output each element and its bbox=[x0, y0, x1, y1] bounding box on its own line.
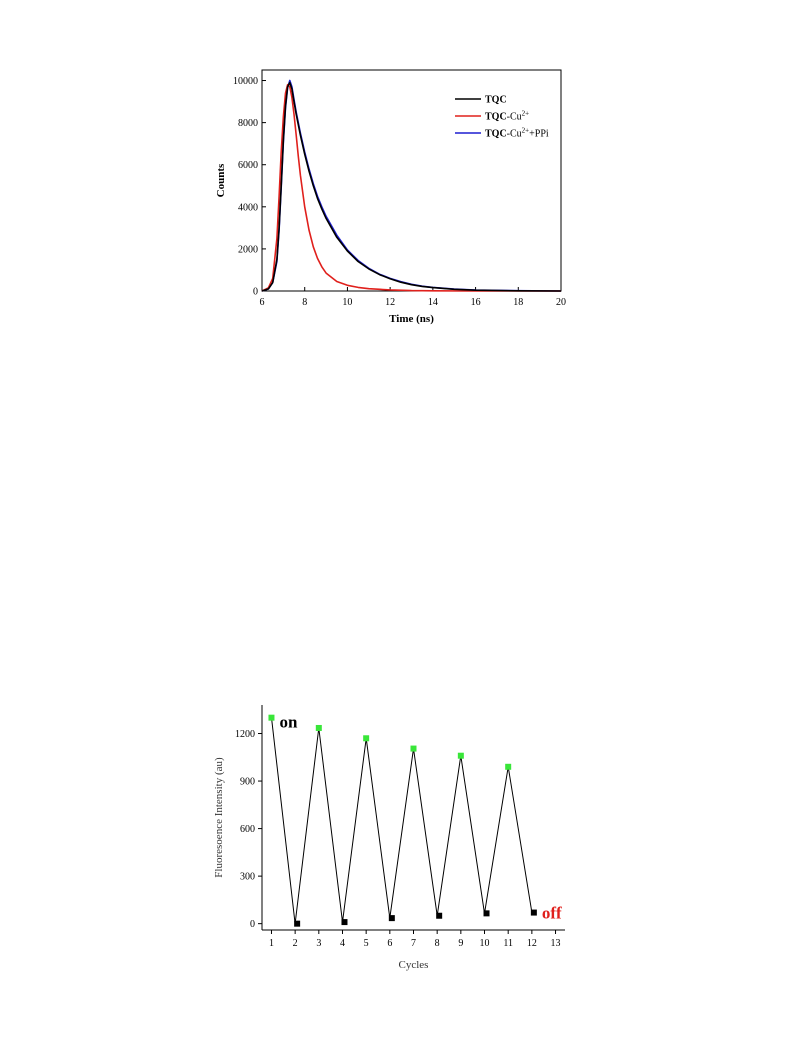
off-point bbox=[483, 910, 490, 917]
on-label: on bbox=[279, 713, 298, 732]
x-tick-label: 6 bbox=[260, 297, 265, 308]
x-tick-label: 2 bbox=[293, 938, 298, 949]
off-point bbox=[388, 915, 395, 922]
x-tick-label: 16 bbox=[471, 297, 481, 308]
x-axis-title: Time (ns) bbox=[389, 313, 434, 325]
off-label: off bbox=[542, 904, 562, 923]
x-tick-label: 18 bbox=[513, 297, 523, 308]
off-point bbox=[294, 920, 301, 927]
legend-entry-tail: +PPi bbox=[529, 129, 549, 140]
y-tick-label: 8000 bbox=[238, 118, 258, 129]
x-tick-label: 20 bbox=[556, 297, 566, 308]
on-point bbox=[268, 714, 275, 721]
y-tick-label: 900 bbox=[240, 777, 255, 788]
y-tick-label: 0 bbox=[250, 919, 255, 930]
y-tick-label: 600 bbox=[240, 824, 255, 835]
on-point bbox=[410, 745, 417, 752]
y-axis-title: Fluoresoence Intensity (au) bbox=[213, 757, 225, 878]
plot-frame bbox=[261, 69, 562, 292]
x-axis-title: Cycles bbox=[399, 959, 429, 971]
legend-entry-rest: -Cu bbox=[507, 129, 522, 140]
x-tick-label: 8 bbox=[302, 297, 307, 308]
x-tick-label: 12 bbox=[385, 297, 395, 308]
x-tick-label: 10 bbox=[342, 297, 352, 308]
y-tick-label: 10000 bbox=[233, 76, 258, 87]
on-point bbox=[505, 763, 512, 770]
x-tick-label: 11 bbox=[503, 938, 513, 949]
on-point bbox=[363, 735, 370, 742]
x-tick-label: 10 bbox=[480, 938, 490, 949]
legend-entry: TQC bbox=[485, 95, 507, 106]
legend-entry: TQC-Cu2+ bbox=[485, 110, 529, 123]
legend-entry-sup: 2+ bbox=[522, 127, 530, 135]
x-tick-label: 1 bbox=[269, 938, 274, 949]
legend-entry-bold: TQC bbox=[485, 129, 507, 140]
y-tick-label: 0 bbox=[253, 287, 258, 298]
y-tick-label: 4000 bbox=[238, 202, 258, 213]
on-point bbox=[457, 752, 464, 759]
legend-entry-bold: TQC bbox=[485, 95, 507, 106]
x-tick-label: 5 bbox=[364, 938, 369, 949]
x-tick-label: 9 bbox=[458, 938, 463, 949]
x-tick-label: 7 bbox=[411, 938, 416, 949]
legend-entry-bold: TQC bbox=[485, 112, 507, 123]
legend-entry: TQC-Cu2++PPi bbox=[485, 127, 549, 140]
x-tick-label: 4 bbox=[340, 938, 345, 949]
off-point bbox=[436, 912, 443, 919]
x-tick-label: 6 bbox=[387, 938, 392, 949]
decay-chart: 6 8 10 12 14 16 18 20 0 2000 4000 6000 8000 10000 Time… bbox=[215, 69, 566, 325]
off-point bbox=[530, 909, 537, 916]
cycle-line bbox=[271, 717, 533, 924]
y-tick-label: 1200 bbox=[235, 729, 255, 740]
y-tick-label: 300 bbox=[240, 872, 255, 883]
series-line-1 bbox=[261, 83, 561, 292]
x-tick-label: 13 bbox=[551, 938, 561, 949]
legend-entry-sup: 2+ bbox=[522, 110, 530, 118]
x-tick-label: 3 bbox=[316, 938, 321, 949]
y-tick-label: 6000 bbox=[238, 160, 258, 171]
off-point bbox=[341, 919, 348, 926]
y-axis-title: Counts bbox=[215, 163, 227, 197]
y-tick-label: 2000 bbox=[238, 244, 258, 255]
x-tick-label: 8 bbox=[435, 938, 440, 949]
series-line-0 bbox=[261, 81, 562, 292]
x-tick-label: 12 bbox=[527, 938, 537, 949]
x-tick-label: 14 bbox=[428, 297, 438, 308]
legend-entry-rest: -Cu bbox=[507, 112, 522, 123]
on-point bbox=[315, 724, 322, 731]
